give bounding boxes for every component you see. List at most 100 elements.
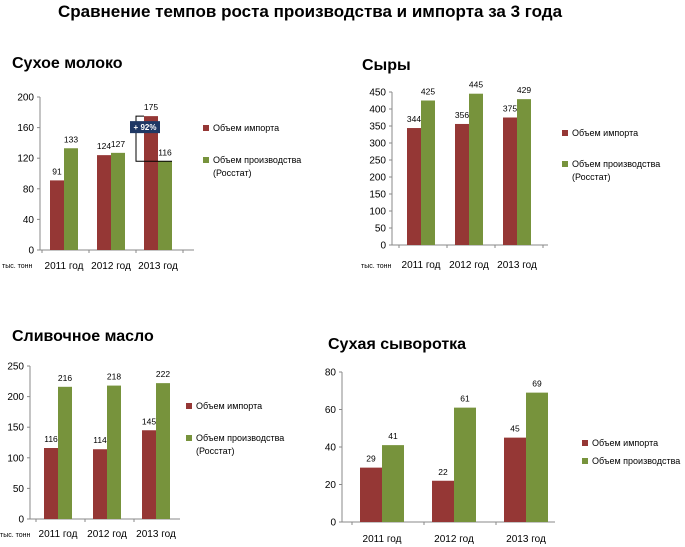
y-tick-label: 160 [17, 123, 34, 134]
bar-value-label: 91 [52, 166, 62, 176]
bar-value-label: 356 [455, 110, 469, 120]
bar-production [107, 385, 121, 519]
bar-import [504, 437, 526, 522]
legend-swatch [186, 403, 192, 409]
bar-import [360, 467, 382, 522]
unit-label: тыс. тонн [361, 263, 392, 270]
chart-dry-whey: 0 20 40 60 80 29 41 2011 год 22 61 2012 год 45 69 201… [325, 368, 680, 546]
y-tick-label: 0 [330, 518, 336, 529]
bar-value-label: 116 [158, 147, 172, 157]
bar-production [454, 407, 476, 522]
chart-cheese: 0 50 100 150 200 250 300 350 400 450 344 425 2011 го… [361, 80, 660, 271]
bar-production [421, 100, 435, 245]
category-label: 2011 год [45, 261, 84, 272]
bar-value-label: 145 [142, 416, 156, 426]
y-tick-label: 60 [325, 405, 337, 416]
legend-swatch [186, 435, 192, 441]
chart-butter: 0 50 100 150 200 250 116 216 2011 год 114 218 2012 … [0, 362, 284, 541]
bar-production [64, 148, 78, 250]
bar-value-label: 222 [156, 369, 170, 379]
bar-import [144, 116, 158, 250]
unit-label: тыс. тонн [0, 532, 31, 539]
bar-value-label: 218 [107, 372, 121, 382]
bar-value-label: 22 [438, 467, 448, 477]
bar-value-label: 127 [111, 139, 125, 149]
bar-value-label: 29 [366, 454, 376, 464]
bar-value-label: 375 [503, 104, 517, 114]
legend-label: Объем производства (Росстат) [572, 159, 660, 182]
bar-value-label: 69 [532, 379, 542, 389]
legend-label: Объем импорта [592, 438, 658, 448]
category-label: 2013 год [506, 534, 546, 545]
bar-import [503, 117, 517, 245]
bar-import [93, 449, 107, 519]
y-tick-label: 20 [325, 480, 337, 491]
chart-title-butter: Сливочное масло [12, 328, 154, 345]
y-tick-label: 200 [369, 173, 386, 184]
y-tick-label: 450 [369, 88, 386, 99]
bar-value-label: 445 [469, 80, 483, 90]
y-tick-label: 350 [369, 122, 386, 133]
bar-value-label: 116 [44, 434, 58, 444]
legend-label: Объем импорта [213, 123, 279, 133]
bar-value-label: 216 [58, 373, 72, 383]
legend-label: Объем импорта [196, 401, 262, 411]
y-tick-label: 50 [13, 484, 25, 495]
growth-callout-text: + 92% [134, 123, 157, 132]
legend-swatch [582, 458, 588, 464]
bar-production [158, 161, 172, 250]
category-label: 2012 год [449, 260, 489, 271]
y-tick-label: 250 [369, 156, 386, 167]
y-tick-label: 80 [23, 184, 35, 195]
bar-import [407, 128, 421, 245]
legend-swatch [203, 125, 209, 131]
unit-label: тыс. тонн [2, 263, 33, 270]
category-label: 2013 год [136, 529, 176, 540]
y-tick-label: 300 [369, 139, 386, 150]
y-tick-label: 200 [17, 93, 34, 104]
y-tick-label: 0 [18, 515, 24, 526]
bar-value-label: 429 [517, 85, 531, 95]
legend-label: Объем производства [592, 456, 680, 466]
y-tick-label: 40 [325, 443, 337, 454]
bar-production [58, 386, 72, 519]
growth-callout [130, 121, 160, 134]
y-tick-label: 400 [369, 105, 386, 116]
y-tick-label: 150 [7, 423, 24, 434]
bar-value-label: 124 [97, 141, 111, 151]
bar-import [142, 430, 156, 519]
y-tick-label: 100 [7, 453, 24, 464]
bar-value-label: 425 [421, 87, 435, 97]
category-label: 2011 год [39, 529, 78, 540]
bar-import [50, 180, 64, 250]
bar-import [432, 480, 454, 522]
page-title: Сравнение темпов роста производства и им… [57, 2, 563, 21]
growth-bracket [135, 115, 172, 162]
bar-production [526, 392, 548, 522]
legend-label: Объем импорта [572, 128, 638, 138]
bar-value-label: 61 [460, 394, 470, 404]
bar-value-label: 344 [407, 114, 421, 124]
y-tick-label: 100 [369, 207, 386, 218]
bar-value-label: 41 [388, 431, 398, 441]
legend-label: Объем производства (Росстат) [213, 155, 301, 178]
legend-swatch [203, 157, 209, 163]
y-tick-label: 50 [375, 224, 387, 235]
category-label: 2011 год [402, 260, 441, 271]
chart-dry-milk: 0 40 80 120 160 200 91 133 2011 год 124 127 2012 го… [2, 93, 301, 273]
legend-swatch [562, 130, 568, 136]
y-tick-label: 40 [23, 215, 35, 226]
legend-swatch [582, 440, 588, 446]
y-tick-label: 120 [17, 154, 34, 165]
legend-swatch [562, 161, 568, 167]
y-tick-label: 0 [380, 241, 386, 252]
bar-import [455, 123, 469, 245]
chart-title-dry-milk: Сухое молоко [12, 55, 123, 72]
bar-value-label: 133 [64, 134, 78, 144]
chart-title-dry-whey: Сухая сыворотка [328, 336, 467, 353]
category-label: 2012 год [91, 261, 131, 272]
category-label: 2012 год [434, 534, 474, 545]
bar-production [156, 383, 170, 519]
bar-value-label: 114 [93, 435, 107, 445]
